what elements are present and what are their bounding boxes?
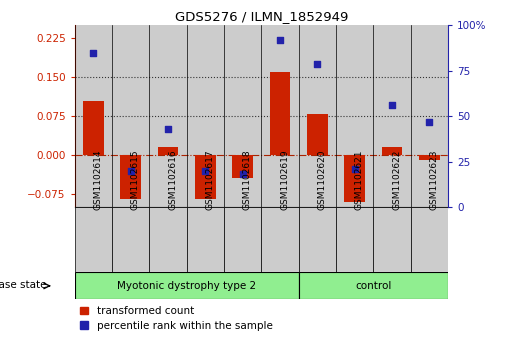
Text: GSM1102623: GSM1102623 — [430, 150, 438, 210]
Bar — [410, 25, 448, 207]
Bar — [195, 155, 216, 199]
Bar — [261, 207, 299, 272]
Text: Myotonic dystrophy type 2: Myotonic dystrophy type 2 — [117, 281, 256, 291]
Bar — [112, 25, 149, 207]
Text: GSM1102619: GSM1102619 — [280, 150, 289, 210]
Bar — [299, 25, 336, 207]
Title: GDS5276 / ILMN_1852949: GDS5276 / ILMN_1852949 — [175, 10, 348, 23]
Bar — [373, 25, 410, 207]
Bar — [336, 25, 373, 207]
Point — [164, 126, 172, 132]
Bar — [75, 272, 299, 299]
Bar — [186, 207, 224, 272]
Bar — [270, 72, 290, 155]
Text: disease state: disease state — [0, 280, 46, 290]
Bar — [373, 207, 410, 272]
Point — [89, 50, 97, 56]
Bar — [75, 25, 112, 207]
Bar — [149, 25, 186, 207]
Bar — [419, 155, 440, 160]
Point — [351, 166, 359, 172]
Bar — [224, 207, 261, 272]
Text: GSM1102617: GSM1102617 — [205, 150, 214, 210]
Point — [313, 61, 321, 66]
Bar — [336, 207, 373, 272]
Text: GSM1102622: GSM1102622 — [392, 150, 401, 210]
Bar — [299, 272, 448, 299]
Bar — [121, 155, 141, 199]
Point — [238, 171, 247, 177]
Bar — [307, 114, 328, 155]
Legend: transformed count, percentile rank within the sample: transformed count, percentile rank withi… — [80, 306, 272, 331]
Bar — [149, 207, 186, 272]
Bar — [232, 155, 253, 178]
Point — [388, 102, 396, 108]
Bar — [299, 207, 336, 272]
Text: GSM1102614: GSM1102614 — [93, 150, 102, 210]
Text: GSM1102616: GSM1102616 — [168, 150, 177, 210]
Bar — [83, 101, 104, 155]
Point — [201, 168, 210, 174]
Bar — [158, 147, 178, 155]
Bar — [345, 155, 365, 202]
Bar — [382, 147, 402, 155]
Bar — [186, 25, 224, 207]
Bar — [224, 25, 261, 207]
Text: GSM1102620: GSM1102620 — [317, 150, 327, 210]
Point — [276, 37, 284, 43]
Text: GSM1102615: GSM1102615 — [131, 150, 140, 210]
Text: GSM1102621: GSM1102621 — [355, 150, 364, 210]
Bar — [261, 25, 299, 207]
Bar — [112, 207, 149, 272]
Text: GSM1102618: GSM1102618 — [243, 150, 252, 210]
Point — [127, 168, 135, 174]
Text: control: control — [355, 281, 391, 291]
Bar — [410, 207, 448, 272]
Bar — [75, 207, 112, 272]
Point — [425, 119, 434, 125]
